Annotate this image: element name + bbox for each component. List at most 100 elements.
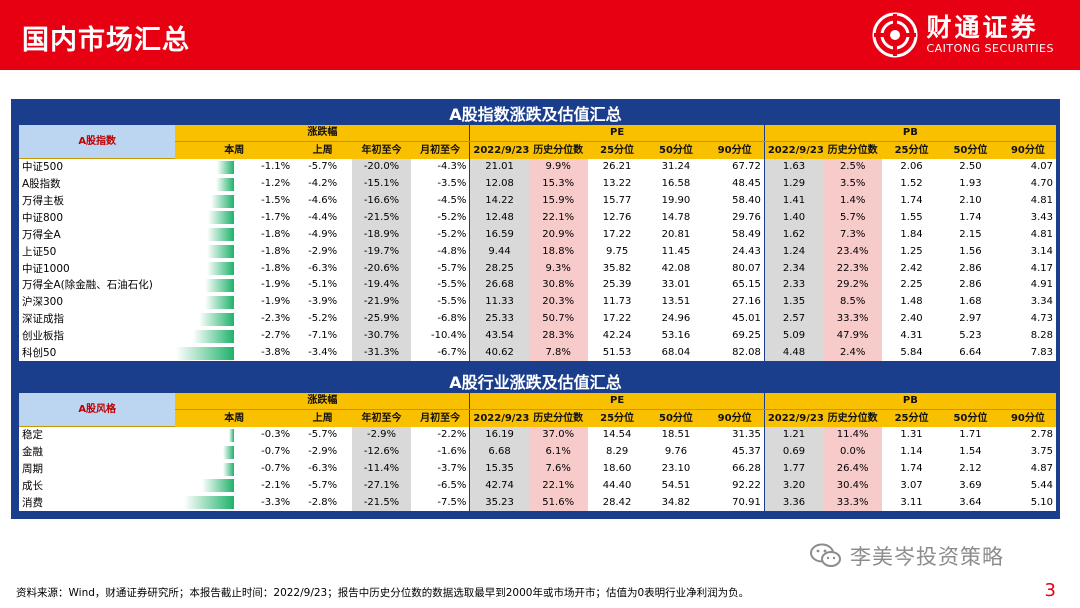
pe-90: 65.15: [705, 277, 765, 294]
pb-90: 4.87: [999, 460, 1056, 478]
pb-90: 4.17: [999, 260, 1056, 278]
row-name: 创业板指: [19, 327, 176, 345]
pe-90: 82.08: [705, 344, 765, 362]
col-header: 50分位: [646, 141, 706, 159]
mtd-change: -6.7%: [410, 344, 470, 362]
col-header: 90分位: [999, 141, 1056, 159]
pe-90: 70.91: [705, 494, 765, 512]
pb-percentile: 1.4%: [823, 192, 883, 210]
pe-percentile: 22.1%: [528, 477, 588, 495]
mtd-change: -6.5%: [410, 477, 470, 495]
watermark-text: 李美岑投资策略: [850, 545, 1004, 569]
style-table: A股风格 涨跌幅 PE PB 本周 上周 年初至今 月初至今 2022/9/23 历史分位数 25分…: [19, 393, 1056, 512]
pb-percentile: 29.2%: [823, 277, 883, 294]
col-header: 历史分位数: [528, 409, 588, 427]
week-change: -2.3%: [234, 310, 294, 328]
row-name: 中证500: [19, 158, 176, 176]
pb-50: 6.64: [940, 344, 1000, 362]
bar-cell: [175, 327, 235, 345]
row-name: 上证50: [19, 243, 176, 261]
bar-cell: [175, 260, 235, 278]
logo-text-cn: 财通证券: [926, 13, 1039, 42]
ytd-change: -31.3%: [352, 344, 411, 362]
table-row: 周期 -0.7% -6.3% -11.4% -3.7% 15.35 7.6% 18.60 23.…: [19, 460, 1056, 478]
week-change: -1.8%: [234, 226, 294, 244]
pb-current: 3.36: [763, 494, 824, 512]
week-change: -1.8%: [234, 260, 294, 278]
pe-90: 45.37: [705, 443, 765, 461]
pb-25: 2.06: [882, 158, 941, 176]
group-header-pb: PB: [763, 393, 1056, 411]
row-name: 稳定: [19, 426, 176, 444]
pe-90: 66.28: [705, 460, 765, 478]
col-header: 25分位: [587, 141, 647, 159]
pe-percentile: 7.6%: [528, 460, 588, 478]
bar-cell: [175, 460, 235, 478]
pe-current: 35.23: [469, 494, 529, 512]
col-header: 年初至今: [352, 409, 411, 427]
ytd-change: -30.7%: [352, 327, 411, 345]
pe-current: 43.54: [469, 327, 529, 345]
pb-50: 1.93: [940, 175, 1000, 193]
pb-50: 5.23: [940, 327, 1000, 345]
lastweek-change: -2.9%: [293, 443, 353, 461]
group-header-change: 涨跌幅: [175, 125, 470, 143]
pb-90: 4.73: [999, 310, 1056, 328]
pe-percentile: 9.3%: [528, 260, 588, 278]
pe-percentile: 15.3%: [528, 175, 588, 193]
pe-25: 17.22: [587, 310, 647, 328]
pb-50: 2.12: [940, 460, 1000, 478]
pb-current: 1.40: [763, 209, 824, 227]
pe-current: 42.74: [469, 477, 529, 495]
pb-current: 5.09: [763, 327, 824, 345]
col-header: 本周: [175, 141, 294, 159]
row-name: 金融: [19, 443, 176, 461]
row-name: 中证800: [19, 209, 176, 227]
pe-percentile: 50.7%: [528, 310, 588, 328]
row-name: 万得主板: [19, 192, 176, 210]
pe-current: 11.33: [469, 293, 529, 311]
pe-50: 11.45: [646, 243, 706, 261]
corner-label: A股风格: [19, 393, 176, 428]
pe-25: 11.73: [587, 293, 647, 311]
ytd-change: -19.4%: [352, 277, 411, 294]
bar-cell: [175, 293, 235, 311]
pb-current: 2.33: [763, 277, 824, 294]
change-bar: [199, 312, 235, 326]
mtd-change: -4.8%: [410, 243, 470, 261]
group-header-pe: PE: [469, 125, 765, 143]
pe-50: 24.96: [646, 310, 706, 328]
ytd-change: -21.5%: [352, 209, 411, 227]
table-row: 沪深300 -1.9% -3.9% -21.9% -5.5% 11.33 20.3% 11.7…: [19, 293, 1056, 311]
change-bar: [207, 228, 235, 242]
mtd-change: -2.2%: [410, 426, 470, 444]
pe-percentile: 9.9%: [528, 158, 588, 176]
pb-50: 2.86: [940, 260, 1000, 278]
bar-cell: [175, 494, 235, 512]
change-bar: [223, 462, 235, 476]
pe-25: 15.77: [587, 192, 647, 210]
pb-90: 5.44: [999, 477, 1056, 495]
header-bar: 国内市场汇总 财通证券 CAITONG SECURITIES: [0, 0, 1080, 70]
bar-cell: [175, 158, 235, 176]
pb-25: 2.40: [882, 310, 941, 328]
week-change: -1.7%: [234, 209, 294, 227]
pe-percentile: 51.6%: [528, 494, 588, 512]
week-change: -1.9%: [234, 277, 294, 294]
week-change: -2.7%: [234, 327, 294, 345]
pb-50: 1.74: [940, 209, 1000, 227]
pb-current: 1.21: [763, 426, 824, 444]
source-note: 资料来源：Wind，财通证券研究所；本报告截止时间：2022/9/23；报告中历…: [16, 587, 750, 599]
lastweek-change: -3.9%: [293, 293, 353, 311]
pb-25: 3.07: [882, 477, 941, 495]
bar-cell: [175, 226, 235, 244]
pb-percentile: 2.4%: [823, 344, 883, 362]
change-bar: [202, 479, 235, 493]
pe-90: 31.35: [705, 426, 765, 444]
pb-25: 2.42: [882, 260, 941, 278]
table-row: 万得主板 -1.5% -4.6% -16.6% -4.5% 14.22 15.9% 15.77…: [19, 192, 1056, 210]
pe-50: 16.58: [646, 175, 706, 193]
pb-90: 3.14: [999, 243, 1056, 261]
pe-percentile: 15.9%: [528, 192, 588, 210]
pe-current: 12.08: [469, 175, 529, 193]
